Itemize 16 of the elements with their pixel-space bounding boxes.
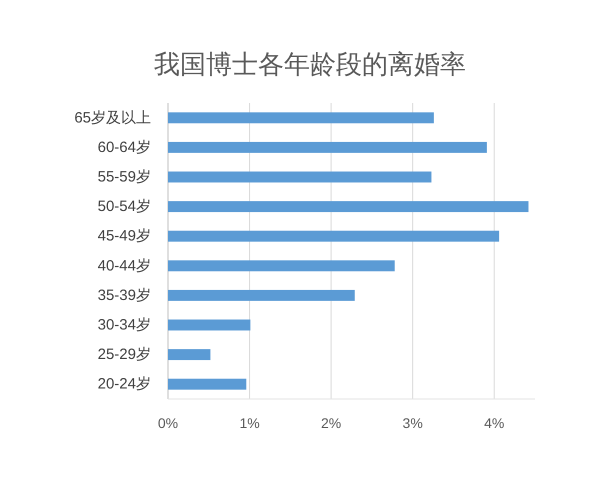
y-tick: 25-29岁 [98,346,151,364]
x-tick: 2% [321,415,342,431]
y-tick: 35-39岁 [98,286,151,304]
y-tick: 55-59岁 [98,168,151,186]
x-tick: 0% [158,415,178,431]
y-tick: 40-44岁 [98,257,151,274]
y-tick: 60-64岁 [98,138,151,156]
y-tick: 30-34岁 [98,316,151,334]
y-tick: 45-49岁 [98,228,151,245]
x-tick: 4% [484,415,504,431]
x-tick: 1% [239,415,260,431]
title: 我国博士各年龄段的离婚率 [154,49,466,79]
y-tick: 50-54岁 [98,198,151,216]
y-tick: 65岁及以上 [74,109,151,126]
x-tick: 3% [402,415,423,431]
y-tick: 20-24岁 [98,376,151,393]
